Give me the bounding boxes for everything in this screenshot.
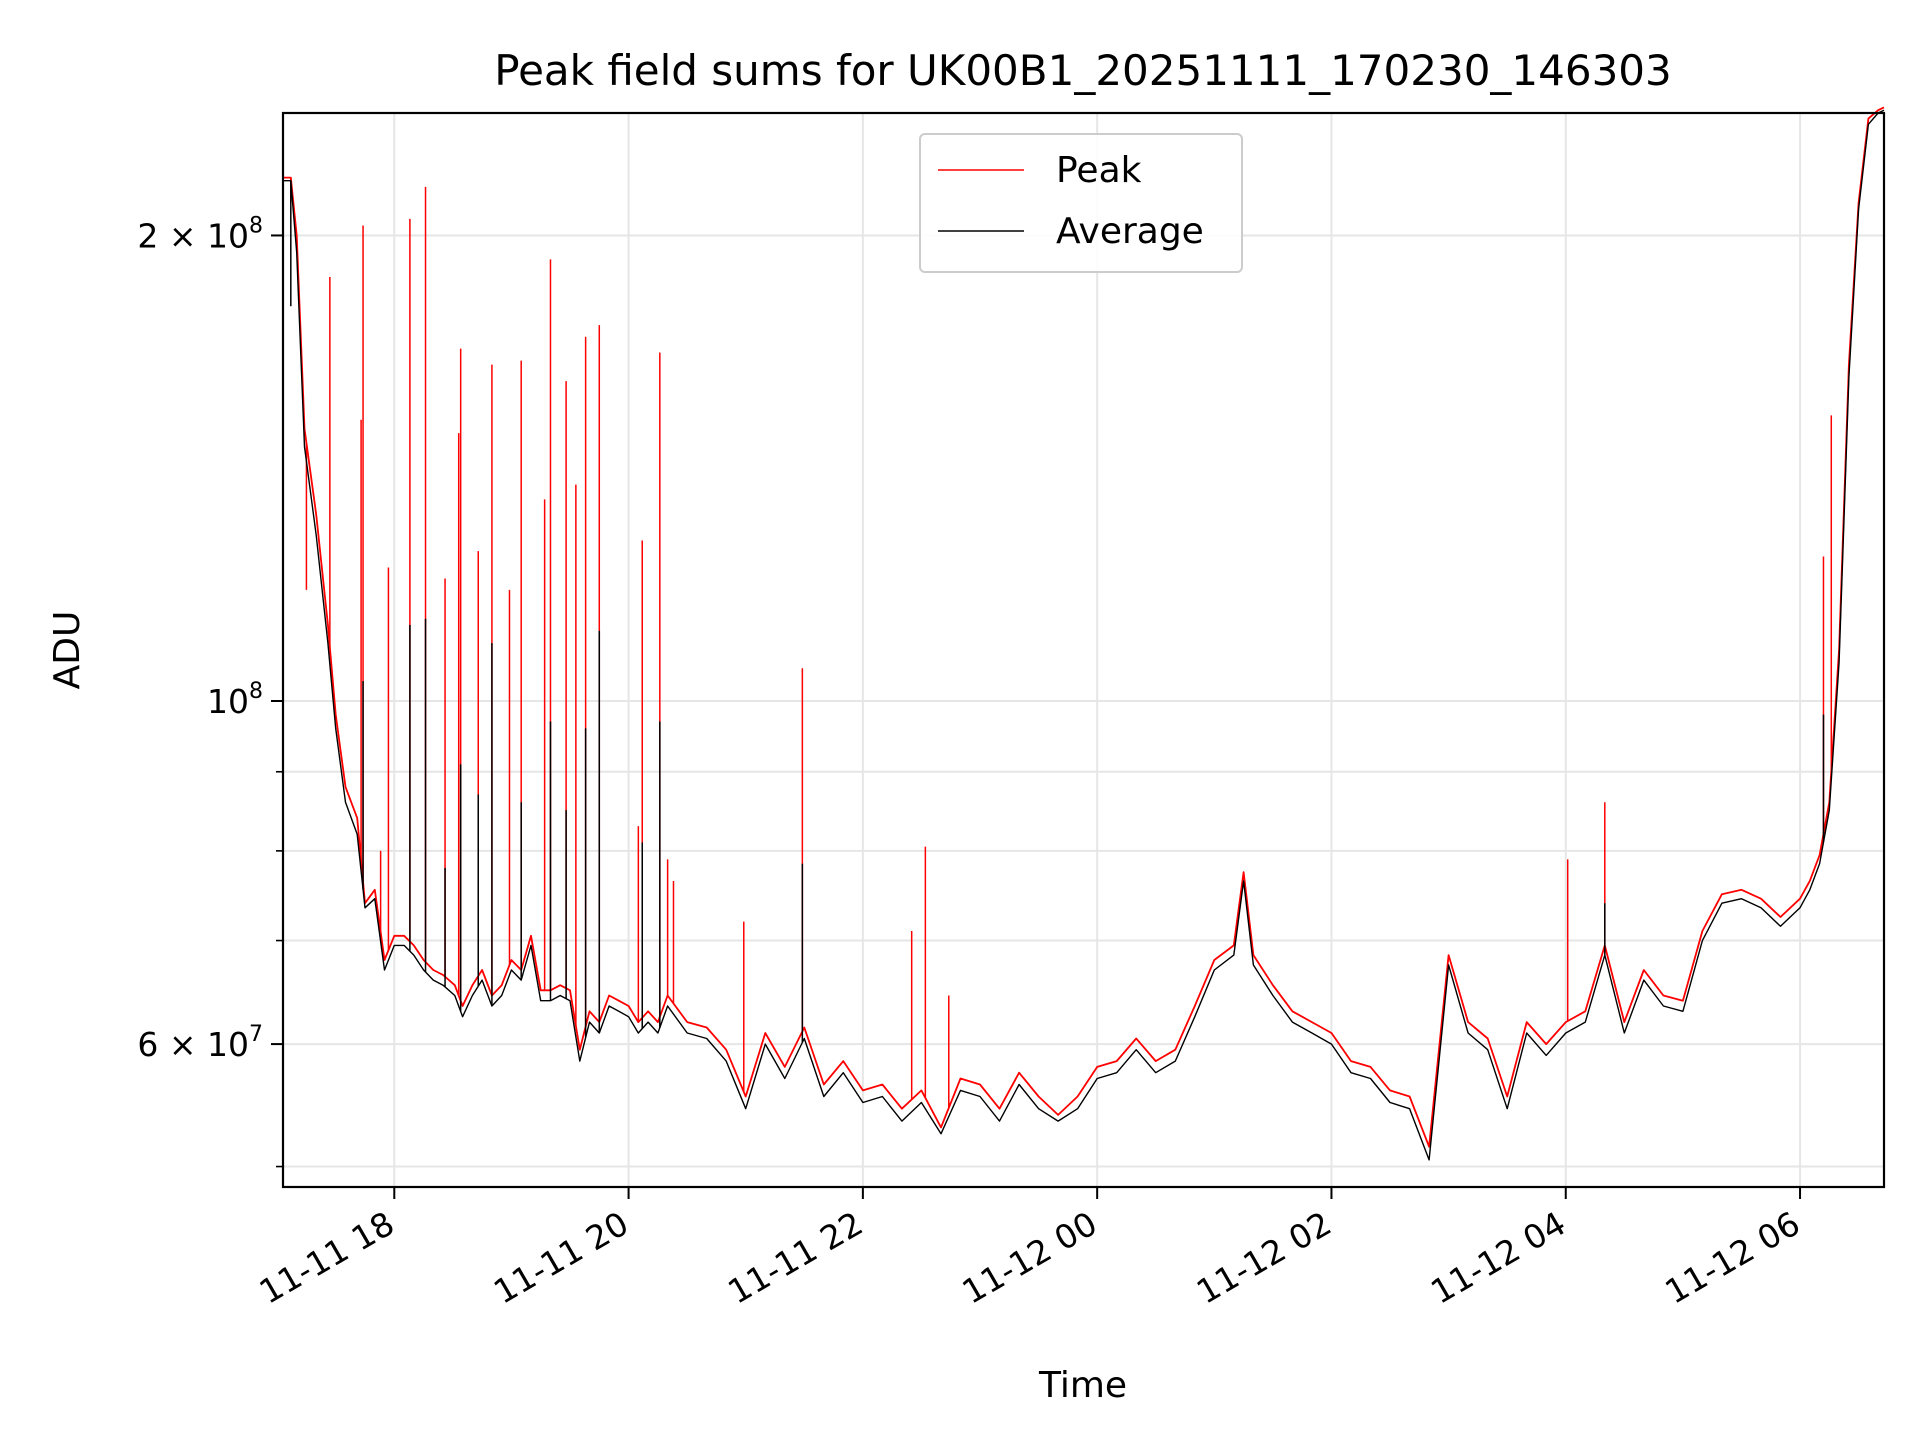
- x-axis-label: Time: [1038, 1365, 1127, 1406]
- y-tick-label: 6 × 107: [137, 1022, 263, 1064]
- legend-box: [919, 133, 1243, 273]
- chart-title: Peak field sums for UK00B1_20251111_1702…: [494, 46, 1672, 95]
- legend: Peak Average: [919, 133, 1243, 273]
- y-tick-label: 108: [207, 679, 263, 721]
- series-line-average: [283, 109, 1885, 1161]
- legend-label-average: Average: [1056, 211, 1204, 252]
- series-line-peak: [283, 106, 1885, 1148]
- legend-label-peak: Peak: [1056, 150, 1142, 191]
- y-axis-label: ADU: [47, 611, 88, 690]
- axes-frame: [281, 111, 1886, 1189]
- y-tick-label: 2 × 108: [137, 213, 263, 255]
- plot-area: [283, 106, 1885, 1161]
